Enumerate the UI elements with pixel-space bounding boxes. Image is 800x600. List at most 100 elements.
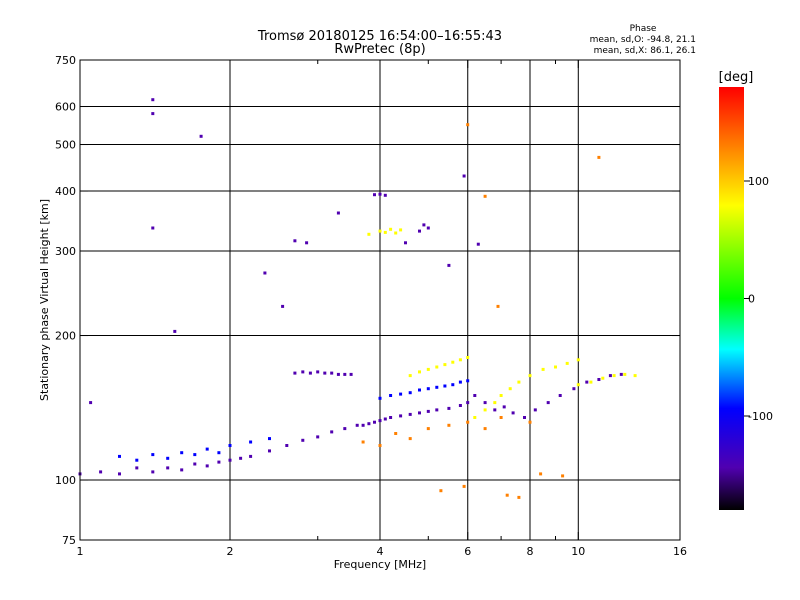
data-point: [228, 444, 232, 447]
y-tick-label: 300: [55, 245, 76, 258]
x-axis-label: Frequency [MHz]: [334, 558, 426, 571]
data-point: [389, 394, 393, 397]
data-point: [443, 384, 447, 388]
data-point: [367, 422, 371, 426]
data-point: [89, 401, 93, 405]
data-point: [612, 374, 616, 378]
data-point: [383, 417, 387, 421]
data-point: [511, 411, 515, 415]
data-point: [361, 423, 365, 427]
data-point: [426, 387, 430, 391]
data-point: [435, 408, 439, 412]
data-point: [483, 194, 487, 198]
y-axis-label: Stationary phase Virtual Height [km]: [38, 199, 51, 401]
data-point: [151, 226, 155, 230]
colorbar-label: [deg]: [719, 70, 754, 85]
data-point: [205, 447, 209, 451]
stats-x-line: mean, sd,X: 86.1, 26.1: [594, 46, 696, 56]
data-point: [458, 380, 462, 384]
data-point: [408, 374, 412, 378]
data-point: [505, 493, 509, 497]
data-point: [418, 388, 421, 392]
data-point: [418, 229, 421, 233]
grid-layer: [80, 60, 680, 540]
data-point: [263, 271, 267, 275]
colorbar-ticks: 100 0 -100: [744, 175, 773, 423]
colorbar: [719, 87, 744, 510]
data-point: [217, 460, 221, 464]
data-point: [373, 193, 376, 197]
data-point: [633, 374, 637, 378]
y-tick-label: 600: [55, 101, 76, 114]
data-point: [389, 227, 393, 231]
data-point: [99, 470, 103, 474]
data-point: [528, 420, 532, 424]
data-point: [389, 416, 393, 419]
colorbar-tick-label: 100: [748, 175, 769, 188]
data-point: [528, 374, 532, 378]
data-point: [193, 453, 197, 457]
data-point: [565, 361, 569, 365]
data-point: [336, 211, 340, 215]
data-point: [249, 440, 253, 444]
data-point: [330, 430, 334, 434]
data-point: [517, 380, 521, 384]
data-point: [180, 468, 184, 472]
data-point: [408, 391, 412, 395]
x-tick-label: 10: [571, 545, 585, 558]
data-point: [239, 456, 243, 460]
data-point: [293, 371, 297, 375]
data-point: [378, 419, 382, 423]
data-point: [408, 412, 412, 416]
data-point: [426, 226, 430, 230]
data-point: [496, 304, 500, 308]
y-tick-label: 750: [55, 54, 76, 67]
data-point: [293, 239, 297, 243]
data-point: [399, 392, 403, 396]
data-point: [418, 411, 421, 415]
data-point: [435, 365, 439, 369]
x-tick-label: 2: [227, 545, 234, 558]
data-point: [601, 376, 605, 380]
data-point: [355, 423, 359, 427]
data-point: [517, 495, 521, 499]
chart-subtitle: RwPretec (8p): [334, 42, 425, 57]
data-point: [533, 408, 537, 412]
data-point: [301, 370, 305, 374]
data-point: [619, 372, 623, 376]
data-point: [305, 241, 309, 245]
data-point: [285, 444, 289, 447]
data-point: [399, 228, 403, 232]
data-point: [336, 372, 340, 376]
data-point: [539, 472, 543, 476]
colorbar-tick-label: -100: [748, 410, 773, 423]
data-point: [378, 396, 382, 400]
data-point: [199, 134, 203, 138]
data-point: [466, 123, 470, 127]
data-point: [308, 371, 312, 375]
stats-o-line: mean, sd,O: -94.8, 21.1: [590, 35, 696, 45]
data-point: [576, 358, 580, 362]
data-point: [349, 372, 353, 376]
data-point: [447, 406, 451, 410]
data-point: [561, 474, 565, 478]
data-point: [151, 453, 155, 457]
data-point: [301, 438, 305, 442]
data-point: [173, 329, 177, 333]
y-tick-label: 200: [55, 330, 76, 343]
data-point: [118, 454, 121, 458]
data-point: [426, 409, 430, 413]
data-point: [151, 470, 155, 474]
data-point: [399, 414, 403, 418]
data-point: [508, 387, 512, 391]
colorbar-tick-label: 0: [748, 293, 755, 306]
data-point: [493, 401, 497, 405]
data-point: [493, 408, 497, 412]
data-point: [589, 380, 593, 384]
data-point: [608, 374, 612, 378]
data-point: [404, 241, 407, 245]
data-point: [483, 408, 487, 412]
data-point: [523, 416, 526, 419]
x-tick-label: 16: [673, 545, 687, 558]
